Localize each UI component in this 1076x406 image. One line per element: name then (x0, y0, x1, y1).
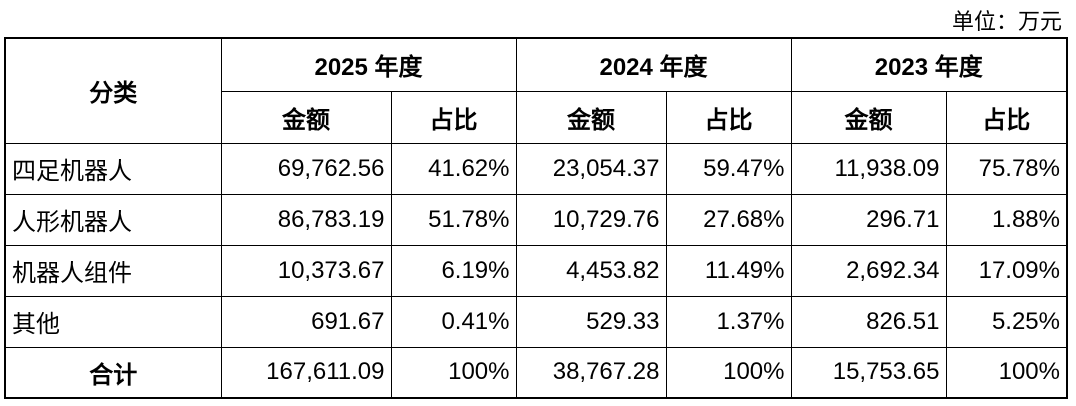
cell: 75.78% (945, 142, 1068, 195)
cell: 51.78% (390, 193, 517, 246)
cell: 2,692.34 (790, 244, 947, 297)
cell: 38,767.28 (515, 346, 667, 399)
cell: 826.51 (790, 295, 947, 348)
cell: 0.41% (390, 295, 517, 348)
cell: 86,783.19 (220, 193, 392, 246)
sub-header: 占比 (665, 90, 792, 144)
unit-label: 单位：万元 (951, 9, 1062, 34)
cell: 69,762.56 (220, 142, 392, 195)
cell: 41.62% (390, 142, 517, 195)
cell: 529.33 (515, 295, 667, 348)
row-label: 四足机器人 (4, 142, 222, 195)
year-header: 2024 年度 (515, 37, 792, 92)
table-row: 合计 167,611.09 100% 38,767.28 100% 15,753.65 10… (4, 346, 1068, 399)
cell: 1.88% (945, 193, 1068, 246)
cell: 5.25% (945, 295, 1068, 348)
sub-header: 占比 (390, 90, 517, 144)
table-row: 四足机器人 69,762.56 41.62% 23,054.37 59.47% 11,93… (4, 142, 1068, 195)
cell: 11,938.09 (790, 142, 947, 195)
sub-header: 金额 (790, 90, 947, 144)
sub-header: 占比 (945, 90, 1068, 144)
sub-header: 金额 (515, 90, 667, 144)
cell: 4,453.82 (515, 244, 667, 297)
year-header: 2025 年度 (220, 37, 517, 92)
cell: 10,729.76 (515, 193, 667, 246)
sub-header: 金额 (220, 90, 392, 144)
cell: 1.37% (665, 295, 792, 348)
cell: 59.47% (665, 142, 792, 195)
cell: 691.67 (220, 295, 392, 348)
table-row: 机器人组件 10,373.67 6.19% 4,453.82 11.49% 2,692.3… (4, 244, 1068, 297)
cell: 11.49% (665, 244, 792, 297)
cell: 15,753.65 (790, 346, 947, 399)
data-table: 分类 2025 年度 2024 年度 2023 年度 金额 占比 金额 占比 金额 占比 … (4, 37, 1068, 399)
year-header: 2023 年度 (790, 37, 1068, 92)
cell: 167,611.09 (220, 346, 392, 399)
row-label: 人形机器人 (4, 193, 222, 246)
cell: 10,373.67 (220, 244, 392, 297)
cell: 6.19% (390, 244, 517, 297)
table-row: 人形机器人 86,783.19 51.78% 10,729.76 27.68% 296.7… (4, 193, 1068, 246)
category-header: 分类 (4, 37, 222, 144)
cell: 100% (945, 346, 1068, 399)
row-label: 机器人组件 (4, 244, 222, 297)
row-label: 其他 (4, 295, 222, 348)
cell: 100% (390, 346, 517, 399)
cell: 100% (665, 346, 792, 399)
cell: 27.68% (665, 193, 792, 246)
cell: 17.09% (945, 244, 1068, 297)
table-row: 其他 691.67 0.41% 529.33 1.37% 826.51 5.25% (4, 295, 1068, 348)
row-label: 合计 (4, 346, 222, 399)
cell: 296.71 (790, 193, 947, 246)
cell: 23,054.37 (515, 142, 667, 195)
